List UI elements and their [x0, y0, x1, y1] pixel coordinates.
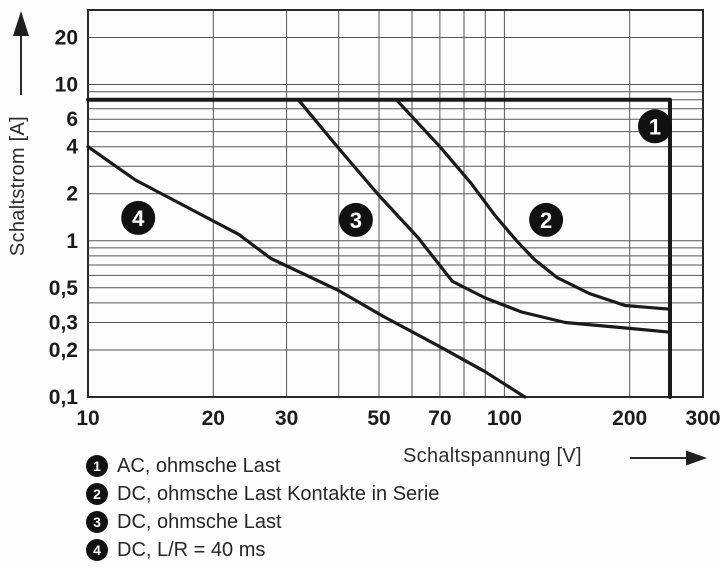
legend-item-3: 3 DC, ohmsche Last [86, 510, 439, 534]
y-tick-label-1: 1 [66, 230, 78, 253]
legend-label-2: DC, ohmsche Last Kontakte in Serie [117, 482, 440, 505]
y-tick-label-20: 20 [55, 27, 78, 50]
x-tick-label-200: 200 [612, 407, 647, 430]
y-axis-title: Schaltstrom [A] [7, 115, 29, 257]
curve-3 [296, 98, 672, 334]
legend-badge-1: 1 [86, 455, 108, 477]
legend-label-3: DC, ohmsche Last [117, 510, 282, 533]
x-tick-label-30: 30 [275, 407, 298, 430]
curve-2 [394, 98, 672, 311]
curve-badge-number-2: 2 [540, 208, 552, 233]
y-tick-label-0,3: 0,3 [49, 312, 78, 335]
y-tick-label-4: 4 [66, 136, 78, 159]
curve-badge-3 [338, 202, 373, 237]
curve-badge-2 [529, 202, 564, 237]
curve-badge-1 [638, 109, 672, 144]
x-axis-title: Schaltspannung [V] [403, 445, 582, 467]
y-tick-label-2: 2 [66, 183, 78, 206]
y-tick-label-0,5: 0,5 [49, 277, 79, 300]
y-tick-label-6: 6 [66, 108, 78, 131]
legend-label-1: AC, ohmsche Last [117, 454, 281, 477]
y-tick-label-0,1: 0,1 [49, 386, 79, 409]
legend-label-4: DC, L/R = 40 ms [117, 538, 266, 561]
legend: 1 AC, ohmsche Last 2 DC, ohmsche Last Ko… [86, 454, 439, 566]
legend-item-1: 1 AC, ohmsche Last [86, 454, 439, 478]
curve-1 [86, 97, 672, 399]
x-tick-label-70: 70 [428, 407, 451, 430]
legend-item-4: 4 DC, L/R = 40 ms [86, 538, 439, 562]
x-tick-label-10: 10 [76, 407, 99, 430]
curve-badge-number-1: 1 [649, 114, 661, 139]
curve-badge-number-4: 4 [132, 206, 145, 231]
legend-badge-2: 2 [86, 483, 108, 505]
y-tick-label-10: 10 [55, 74, 78, 97]
legend-item-2: 2 DC, ohmsche Last Kontakte in Serie [86, 482, 439, 506]
x-tick-label-300: 300 [685, 407, 720, 430]
curve-badge-number-3: 3 [350, 208, 362, 233]
x-tick-label-20: 20 [202, 407, 225, 430]
curve-4 [86, 145, 527, 399]
legend-badge-4: 4 [86, 539, 108, 561]
curve-badge-4 [121, 200, 156, 235]
x-tick-label-50: 50 [367, 407, 390, 430]
legend-badge-3: 3 [86, 511, 108, 533]
x-tick-label-100: 100 [487, 407, 522, 430]
y-tick-label-0,2: 0,2 [49, 339, 78, 362]
plot-border [87, 9, 704, 398]
